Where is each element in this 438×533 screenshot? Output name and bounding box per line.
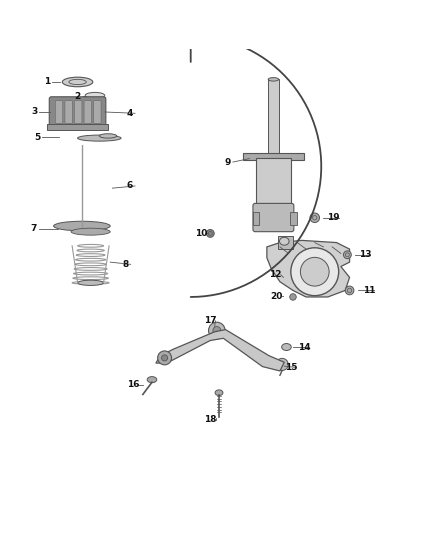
- FancyBboxPatch shape: [55, 101, 63, 123]
- Circle shape: [291, 248, 339, 296]
- Bar: [268, 79, 279, 156]
- Text: 16: 16: [127, 381, 139, 390]
- Bar: [278, 236, 293, 249]
- Ellipse shape: [78, 280, 103, 286]
- Text: 15: 15: [285, 363, 297, 372]
- FancyBboxPatch shape: [94, 101, 101, 123]
- Ellipse shape: [206, 230, 214, 237]
- Ellipse shape: [53, 221, 110, 231]
- Text: 11: 11: [363, 286, 375, 295]
- Ellipse shape: [71, 228, 110, 235]
- Bar: [47, 124, 108, 130]
- Text: 17: 17: [204, 317, 217, 326]
- Bar: [243, 154, 304, 160]
- Text: 3: 3: [31, 108, 37, 117]
- Ellipse shape: [162, 355, 168, 361]
- Text: 10: 10: [195, 229, 208, 238]
- Text: 4: 4: [127, 109, 133, 118]
- Text: 19: 19: [327, 213, 340, 222]
- Ellipse shape: [343, 251, 351, 259]
- FancyBboxPatch shape: [49, 97, 106, 127]
- Text: 8: 8: [122, 260, 128, 269]
- Ellipse shape: [158, 351, 172, 365]
- Ellipse shape: [279, 237, 289, 245]
- Ellipse shape: [62, 77, 93, 87]
- Ellipse shape: [208, 322, 225, 339]
- Text: 9: 9: [225, 158, 231, 166]
- Ellipse shape: [282, 344, 291, 351]
- Ellipse shape: [213, 327, 221, 334]
- Ellipse shape: [78, 135, 121, 141]
- FancyBboxPatch shape: [253, 204, 294, 232]
- FancyBboxPatch shape: [74, 101, 82, 123]
- Ellipse shape: [345, 286, 354, 295]
- Text: 14: 14: [297, 343, 310, 352]
- Polygon shape: [156, 329, 284, 371]
- FancyBboxPatch shape: [65, 101, 72, 123]
- Ellipse shape: [268, 78, 279, 81]
- Text: 13: 13: [359, 251, 371, 259]
- Bar: [290, 212, 297, 225]
- Text: 2: 2: [74, 92, 81, 101]
- Ellipse shape: [310, 213, 320, 223]
- Circle shape: [300, 257, 329, 286]
- Text: 18: 18: [204, 415, 216, 424]
- Ellipse shape: [99, 134, 117, 138]
- Text: 12: 12: [269, 270, 282, 279]
- Ellipse shape: [276, 358, 288, 370]
- Text: 20: 20: [270, 292, 283, 301]
- Polygon shape: [267, 240, 350, 297]
- Text: 7: 7: [31, 224, 37, 233]
- Text: 5: 5: [34, 133, 40, 142]
- Ellipse shape: [290, 294, 296, 300]
- Text: 1: 1: [44, 77, 50, 86]
- Ellipse shape: [147, 377, 157, 383]
- FancyBboxPatch shape: [84, 101, 92, 123]
- Ellipse shape: [85, 92, 105, 99]
- Text: 6: 6: [127, 181, 133, 190]
- Bar: [256, 158, 291, 210]
- Bar: [253, 212, 259, 225]
- Ellipse shape: [215, 390, 223, 395]
